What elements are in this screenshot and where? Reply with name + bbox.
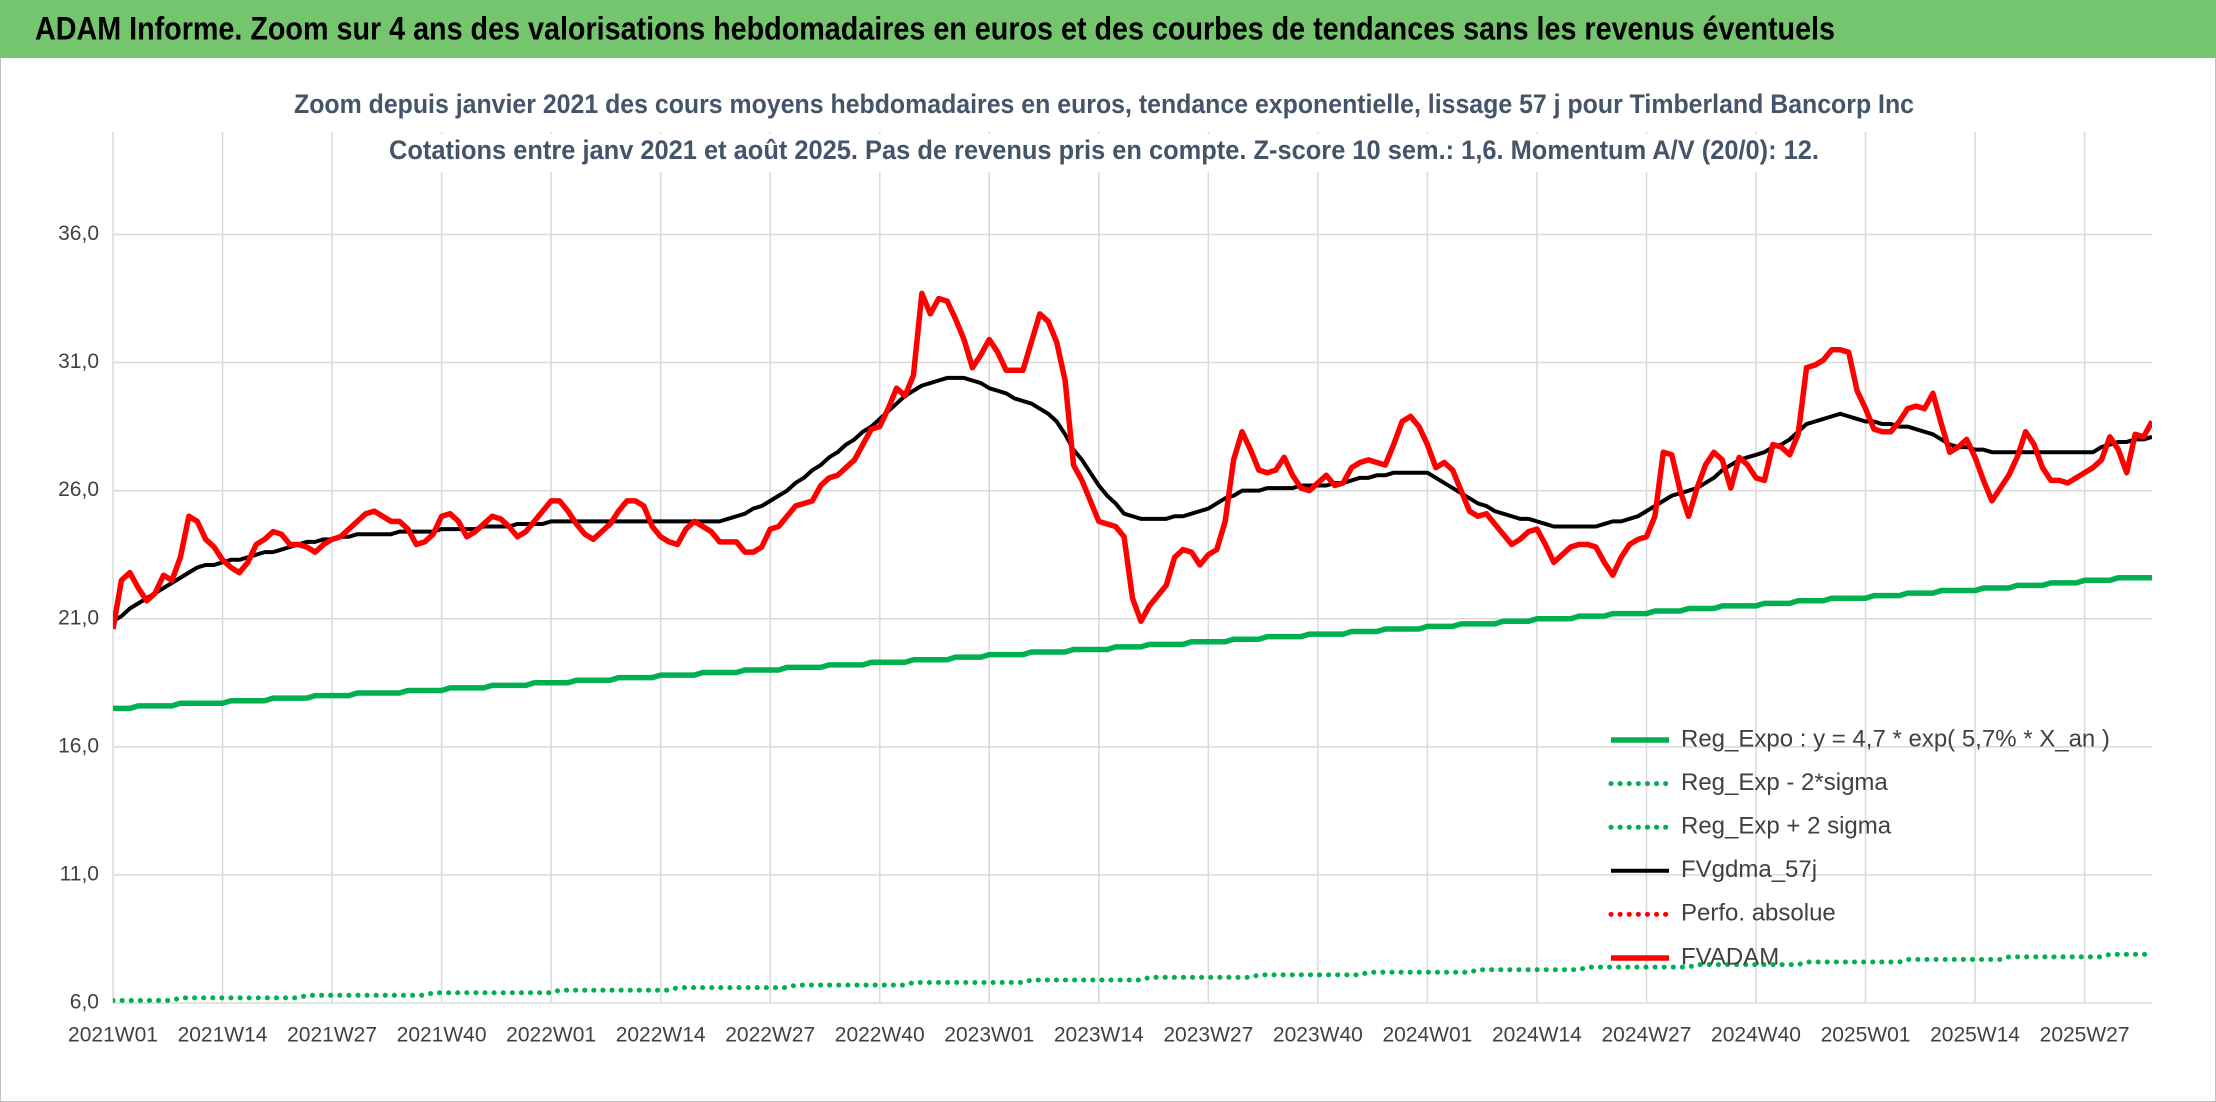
x-tick-label: 2024W27 <box>1602 1024 1692 1047</box>
x-tick-label: 2023W14 <box>1054 1024 1144 1047</box>
legend-label: FVgdma_57j <box>1681 856 1817 883</box>
legend-label: Reg_Exp + 2 sigma <box>1681 813 1892 840</box>
x-tick-label: 2025W14 <box>1930 1024 2020 1047</box>
chart-title: Zoom depuis janvier 2021 des cours moyen… <box>294 89 1914 119</box>
x-tick-label: 2024W40 <box>1711 1024 1801 1047</box>
page-title: ADAM Informe. Zoom sur 4 ans des valoris… <box>35 10 1835 46</box>
y-tick-label: 11,0 <box>60 862 99 885</box>
legend-label: Reg_Expo : y = 4,7 * exp( 5,7% * X_an ) <box>1681 725 2110 752</box>
chart-subtitle: Cotations entre janv 2021 et août 2025. … <box>389 135 1819 165</box>
x-tick-label: 2024W14 <box>1492 1024 1582 1047</box>
x-tick-label: 2023W40 <box>1273 1024 1363 1047</box>
series-line <box>113 375 2152 624</box>
legend-label: FVADAM <box>1681 943 1779 970</box>
y-tick-label: 36,0 <box>58 222 99 245</box>
title-bar <box>0 0 2216 58</box>
y-tick-label: 6,0 <box>70 991 99 1014</box>
series-line <box>113 290 2152 630</box>
y-tick-label: 26,0 <box>58 478 99 501</box>
subtitle-backdrop <box>360 134 1850 172</box>
x-tick-label: 2023W27 <box>1163 1024 1253 1047</box>
x-tick-label: 2022W40 <box>835 1024 925 1047</box>
x-tick-label: 2021W27 <box>287 1024 377 1047</box>
plot-area <box>112 132 2152 1004</box>
y-tick-label: 21,0 <box>58 606 99 629</box>
y-tick-label: 31,0 <box>58 350 99 373</box>
legend-label: Reg_Exp - 2*sigma <box>1681 769 1888 796</box>
legend: Reg_Expo : y = 4,7 * exp( 5,7% * X_an ) R… <box>1608 725 2110 970</box>
x-tick-label: 2021W14 <box>178 1024 268 1047</box>
x-tick-label: 2024W01 <box>1382 1024 1472 1047</box>
x-tick-label: 2021W01 <box>68 1024 158 1047</box>
x-tick-label: 2022W27 <box>725 1024 815 1047</box>
x-tick-label: 2022W14 <box>616 1024 706 1047</box>
x-tick-label: 2022W01 <box>506 1024 596 1047</box>
series-line <box>113 575 2152 712</box>
legend-label: Perfo. absolue <box>1681 900 1836 927</box>
x-tick-label: 2025W01 <box>1821 1024 1911 1047</box>
x-tick-label: 2025W27 <box>2040 1024 2130 1047</box>
x-tick-label: 2021W40 <box>397 1024 487 1047</box>
x-tick-label: 2023W01 <box>944 1024 1034 1047</box>
y-tick-label: 16,0 <box>58 734 99 757</box>
